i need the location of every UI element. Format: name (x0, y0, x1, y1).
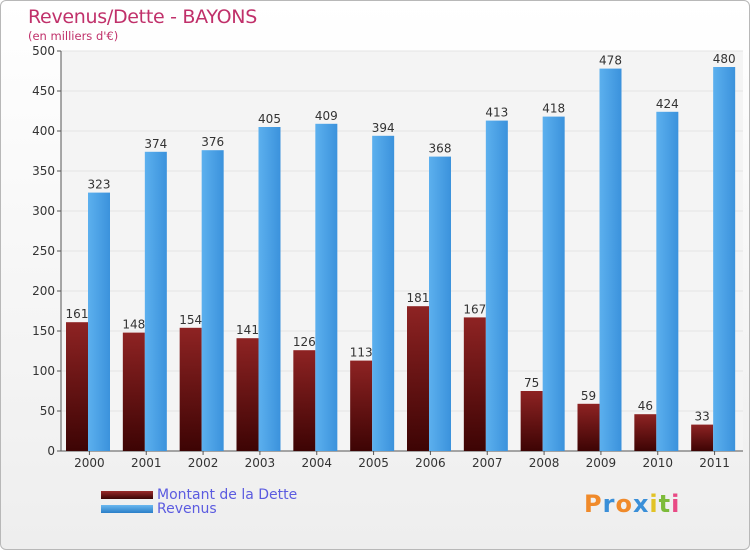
data-label-debt: 161 (66, 307, 89, 321)
y-tick-label: 450 (32, 84, 55, 98)
bar-debt (463, 317, 486, 451)
logo-letter: i (671, 490, 681, 518)
data-label-debt: 75 (524, 376, 539, 390)
y-tick-label: 250 (32, 244, 55, 258)
x-tick-label: 2003 (245, 456, 276, 470)
logo-letter: P (584, 490, 603, 518)
bar-revenue (656, 111, 679, 452)
data-label-debt: 33 (695, 410, 710, 424)
data-label-debt: 113 (350, 346, 373, 360)
y-tick-label: 500 (32, 44, 55, 58)
bar-revenue (485, 120, 508, 451)
bar-revenue (201, 150, 224, 451)
y-tick-label: 400 (32, 124, 55, 138)
bar-debt (634, 414, 657, 451)
data-label-revenue: 413 (485, 106, 508, 120)
proxiti-logo: Proxiti (584, 490, 680, 518)
bar-debt (407, 306, 429, 451)
data-label-debt: 126 (293, 335, 316, 349)
chart-subtitle: (en milliers d'€) (28, 29, 119, 43)
data-label-revenue: 424 (656, 97, 679, 111)
logo-letter: r (602, 490, 616, 518)
legend-swatch-revenue (101, 505, 153, 513)
data-label-debt: 148 (122, 318, 145, 332)
bar-debt (293, 350, 316, 451)
x-tick-label: 2010 (642, 456, 673, 470)
x-tick-label: 2004 (301, 456, 332, 470)
x-tick-label: 2002 (188, 456, 219, 470)
y-tick-label: 0 (47, 444, 55, 458)
bar-revenue (599, 68, 622, 451)
bar-debt (520, 391, 543, 451)
data-label-debt: 46 (638, 399, 653, 413)
logo-letter: t (658, 490, 672, 518)
data-label-debt: 167 (463, 302, 486, 316)
x-tick-label: 2007 (472, 456, 503, 470)
y-tick-label: 150 (32, 324, 55, 338)
x-tick-label: 2001 (131, 456, 162, 470)
legend-label-revenue: Revenus (157, 501, 217, 517)
data-label-revenue: 480 (713, 52, 736, 66)
legend-item-revenue: Revenus (101, 501, 217, 517)
y-tick-label: 350 (32, 164, 55, 178)
data-label-revenue: 323 (88, 178, 111, 192)
data-label-revenue: 478 (599, 54, 622, 68)
x-tick-label: 2000 (74, 456, 105, 470)
bar-revenue (144, 151, 167, 452)
bar-revenue (713, 67, 736, 451)
x-tick-label: 2009 (586, 456, 617, 470)
logo-letter: i (649, 490, 659, 518)
y-tick-label: 50 (40, 404, 55, 418)
x-tick-label: 2008 (529, 456, 560, 470)
data-label-debt: 181 (407, 291, 430, 305)
data-label-revenue: 418 (542, 102, 565, 116)
logo-letter: x (632, 490, 650, 518)
x-tick-label: 2005 (358, 456, 389, 470)
y-tick-label: 100 (32, 364, 55, 378)
data-label-debt: 59 (581, 389, 596, 403)
bar-revenue (258, 127, 281, 451)
bar-debt (350, 360, 373, 451)
bar-revenue (88, 192, 110, 451)
bar-debt (122, 332, 145, 451)
logo-letter: o (615, 490, 633, 518)
bar-debt (236, 338, 259, 451)
data-label-revenue: 374 (144, 137, 167, 151)
bar-debt (577, 403, 600, 451)
bar-debt (179, 327, 202, 451)
bar-revenue (372, 135, 395, 452)
bar-debt (691, 424, 714, 451)
bar-revenue (542, 116, 565, 451)
data-label-revenue: 409 (315, 109, 338, 123)
data-label-revenue: 405 (258, 112, 281, 126)
data-label-debt: 154 (179, 313, 202, 327)
x-tick-label: 2006 (415, 456, 446, 470)
y-tick-label: 200 (32, 284, 55, 298)
bar-revenue (315, 123, 338, 452)
data-label-revenue: 368 (429, 142, 452, 156)
legend-label-debt: Montant de la Dette (157, 487, 298, 503)
chart-title: Revenus/Dette - BAYONS (28, 6, 257, 28)
legend-swatch-debt (101, 491, 153, 499)
bar-revenue (429, 156, 451, 451)
x-tick-label: 2011 (699, 456, 730, 470)
y-tick-label: 300 (32, 204, 55, 218)
data-label-debt: 141 (236, 323, 259, 337)
data-label-revenue: 376 (201, 135, 224, 149)
data-label-revenue: 394 (372, 121, 395, 135)
bar-debt (66, 322, 88, 451)
legend-item-debt: Montant de la Dette (101, 487, 297, 503)
